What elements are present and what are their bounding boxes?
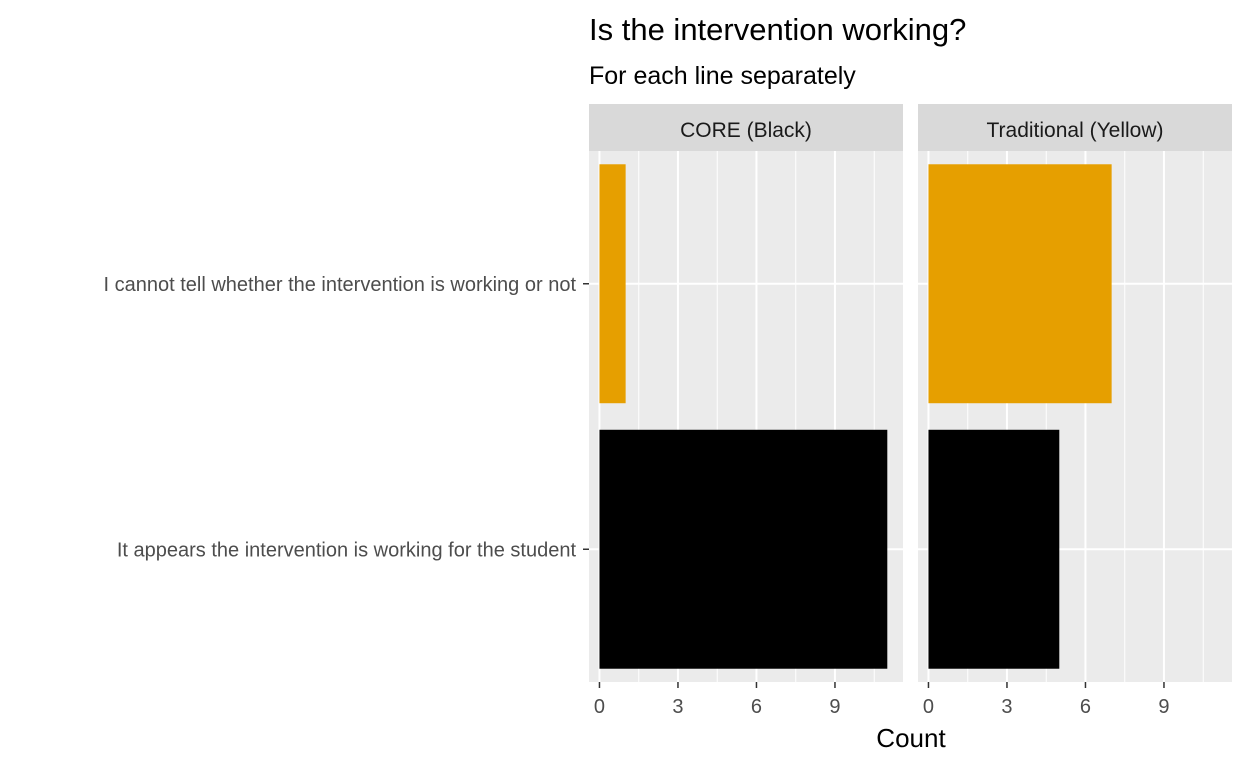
- facet-strip: [589, 104, 903, 151]
- facet-panel-2: Traditional (Yellow) 0 3 6 9: [918, 104, 1232, 718]
- bar: [928, 164, 1112, 404]
- x-tick-label: 9: [1158, 696, 1169, 718]
- facet-strip: [918, 104, 1232, 151]
- chart-subtitle: For each line separately: [589, 62, 856, 90]
- bar: [928, 429, 1060, 669]
- bar: [599, 164, 626, 404]
- x-tick-label: 0: [923, 696, 934, 718]
- x-axis-title: Count: [876, 723, 946, 753]
- x-tick-label: 6: [1080, 696, 1091, 718]
- bar: [599, 429, 888, 669]
- x-tick-label: 9: [829, 696, 840, 718]
- category-label: It appears the intervention is working f…: [117, 539, 577, 561]
- x-tick-label: 3: [672, 696, 683, 718]
- x-tick-label: 3: [1001, 696, 1012, 718]
- facet-strip-label: CORE (Black): [680, 119, 812, 142]
- facet-panel-1: CORE (Black) 0 3 6 9: [589, 104, 903, 718]
- x-tick-label: 0: [594, 696, 605, 718]
- x-tick-label: 6: [751, 696, 762, 718]
- facets-layer: CORE (Black) 0 3 6 9 Traditional (Yellow) 0 3 6 9: [589, 104, 1232, 718]
- category-label: I cannot tell whether the intervention i…: [104, 274, 577, 296]
- facet-strip-label: Traditional (Yellow): [986, 119, 1163, 142]
- category-axis: I cannot tell whether the intervention i…: [104, 274, 589, 561]
- chart-title: Is the intervention working?: [589, 12, 966, 47]
